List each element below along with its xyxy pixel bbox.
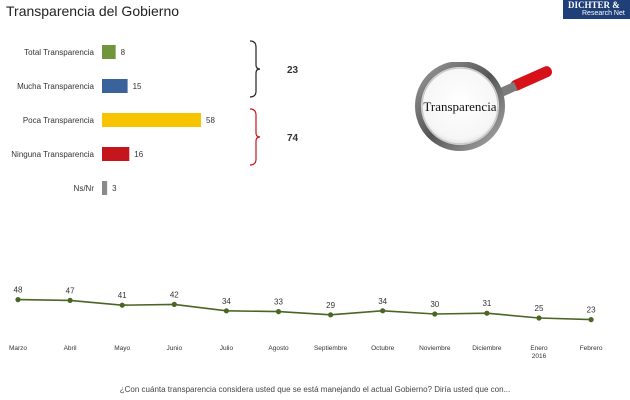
data-label: 48 bbox=[14, 286, 23, 295]
bar-value-label: 58 bbox=[206, 116, 215, 125]
x-tick-label: Agosto bbox=[268, 345, 289, 352]
bar bbox=[102, 113, 202, 127]
x-tick-label: Junio bbox=[167, 345, 183, 352]
data-point bbox=[328, 312, 334, 318]
group-bracket bbox=[249, 40, 261, 98]
bar bbox=[102, 79, 128, 93]
data-label: 31 bbox=[482, 299, 491, 308]
logo-line-2: Research Net bbox=[582, 10, 625, 17]
survey-question: ¿Con cuánta transparencia considera uste… bbox=[119, 385, 511, 394]
data-label: 34 bbox=[222, 297, 231, 306]
x-tick-label: Febrero bbox=[580, 345, 603, 352]
line-chart: 48 47 41 42 34 33 29 34 30 31 25 23 Marzo Abril Mayo Ju… bbox=[9, 286, 603, 360]
data-point bbox=[432, 311, 438, 317]
data-label: 30 bbox=[430, 300, 439, 309]
data-label: 42 bbox=[170, 290, 179, 299]
bar-category-label: Ninguna Transparencia bbox=[11, 150, 94, 159]
brand-logo: DICHTER & Research Net bbox=[563, 0, 630, 19]
data-label: 33 bbox=[274, 298, 283, 307]
data-label: 23 bbox=[587, 306, 596, 315]
bar-value-label: 15 bbox=[133, 82, 142, 91]
magnifier-label: Transparencia bbox=[423, 99, 497, 114]
bar bbox=[102, 45, 116, 59]
bar-category-label: Ns/Nr bbox=[74, 184, 95, 193]
x-tick-label: Octubre bbox=[371, 345, 395, 352]
group-total-label: 23 bbox=[287, 65, 299, 76]
data-point bbox=[588, 317, 594, 323]
data-point bbox=[171, 301, 177, 307]
bar-chart: Total Transparencia 8 Mucha Transparencia 1… bbox=[11, 40, 299, 195]
series-line bbox=[17, 298, 592, 321]
group-total-label: 74 bbox=[287, 133, 299, 144]
data-label: 29 bbox=[326, 301, 335, 310]
x-tick-label: Diciembre bbox=[472, 345, 502, 352]
data-label: 25 bbox=[535, 304, 544, 313]
data-point bbox=[536, 315, 542, 321]
bar-category-label: Poca Transparencia bbox=[23, 116, 95, 125]
data-label: 41 bbox=[118, 291, 127, 300]
data-label: 47 bbox=[66, 286, 75, 295]
magnifier-icon bbox=[415, 62, 553, 151]
bar-value-label: 8 bbox=[121, 48, 126, 57]
data-point bbox=[119, 302, 125, 308]
x-tick-label: Mayo bbox=[114, 345, 130, 352]
data-point bbox=[67, 297, 73, 303]
x-tick-label: Julio bbox=[220, 345, 234, 352]
data-point bbox=[484, 310, 490, 316]
data-point bbox=[275, 309, 282, 315]
bar-category-label: Total Transparencia bbox=[24, 48, 94, 57]
x-tick-label: Enero 2016 bbox=[530, 345, 548, 360]
data-point bbox=[15, 297, 21, 303]
group-bracket bbox=[249, 108, 261, 166]
bar-value-label: 3 bbox=[112, 184, 117, 193]
bar-category-label: Mucha Transparencia bbox=[17, 82, 94, 91]
data-point bbox=[380, 308, 386, 314]
data-point bbox=[223, 308, 229, 314]
x-tick-label: Abril bbox=[64, 345, 78, 352]
bar bbox=[102, 181, 108, 195]
bar-value-label: 16 bbox=[134, 150, 143, 159]
x-tick-label: Septiembre bbox=[314, 345, 348, 352]
bar bbox=[102, 147, 130, 161]
page-title: Transparencia del Gobierno bbox=[6, 3, 180, 19]
x-tick-label: Marzo bbox=[9, 345, 27, 352]
data-label: 34 bbox=[378, 297, 387, 306]
x-tick-label: Noviembre bbox=[419, 345, 451, 352]
logo-line-1: DICHTER & bbox=[568, 0, 620, 10]
